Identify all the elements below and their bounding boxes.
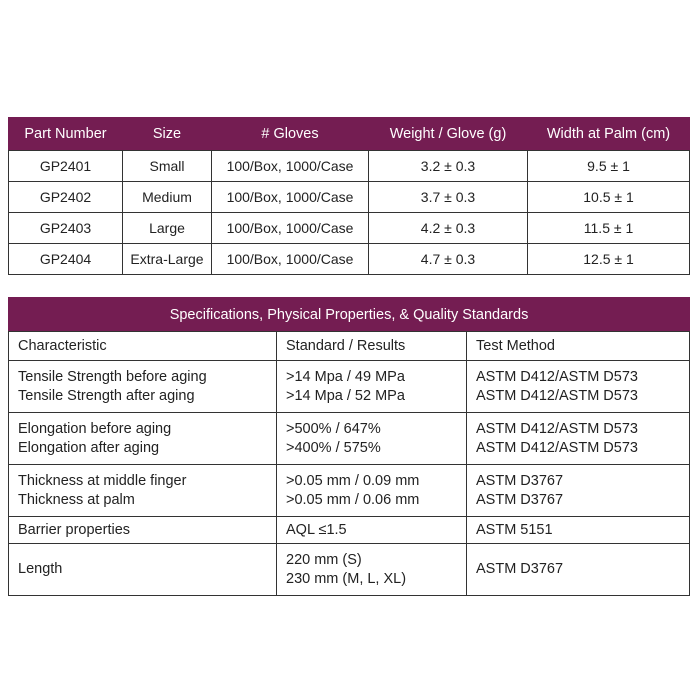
spec-cell: >14 Mpa / 49 MPa >14 Mpa / 52 MPa (276, 360, 467, 413)
table-cell: 4.2 ± 0.3 (368, 212, 528, 244)
table-cell: GP2401 (8, 150, 123, 182)
spec-line: ASTM D3767 (476, 491, 564, 508)
spec-line: ASTM D412/ASTM D573 (476, 439, 638, 456)
spec-line: ASTM D412/ASTM D573 (476, 420, 638, 437)
table-cell: Extra-Large (122, 243, 212, 275)
spec-line: >0.05 mm / 0.09 mm (286, 472, 420, 489)
spec-cell: Barrier properties (8, 516, 277, 544)
table-cell: Large (122, 212, 212, 244)
col-test-method: Test Method (465, 331, 691, 361)
spec-line: Tensile Strength before aging (18, 368, 207, 385)
spec-line: >14 Mpa / 49 MPa (286, 368, 405, 385)
spec-title: Specifications, Physical Properties, & Q… (7, 297, 691, 332)
spec-line: ASTM D3767 (476, 561, 564, 577)
table-cell: 12.5 ± 1 (527, 243, 690, 275)
col-characteristic: Characteristic (8, 331, 277, 361)
spec-line: >14 Mpa / 52 MPa (286, 387, 405, 404)
spec-line: 230 mm (M, L, XL) (286, 570, 407, 587)
spec-line: ASTM D412/ASTM D573 (476, 368, 638, 385)
table-cell: 3.7 ± 0.3 (368, 181, 528, 213)
spec-line: Barrier properties (18, 521, 131, 538)
spec-row: Tensile Strength before aging Tensile Str… (8, 360, 691, 413)
col-size: Size (122, 117, 212, 151)
table-cell: 11.5 ± 1 (527, 212, 690, 244)
spec-cell: Elongation before aging Elongation after … (8, 412, 277, 465)
spec-cell: ASTM D3767 (465, 543, 691, 596)
table-cell: 3.2 ± 0.3 (368, 150, 528, 182)
col-width: Width at Palm (cm) (527, 117, 690, 151)
table-row: GP2401 Small 100/Box, 1000/Case 3.2 ± 0.3 9.… (8, 150, 690, 182)
table-cell: GP2403 (8, 212, 123, 244)
spec-cell: 220 mm (S) 230 mm (M, L, XL) (276, 543, 467, 596)
spec-line: >400% / 575% (286, 439, 381, 456)
subheader-row: Characteristic Standard / Results Test M… (8, 331, 691, 361)
header-row: Part Number Size # Gloves Weight / Glove… (8, 117, 690, 151)
spec-table: Specifications, Physical Properties, & Q… (7, 297, 691, 596)
spec-row: Barrier properties AQL ≤1.5 ASTM 5151 (8, 516, 691, 544)
table-cell: Small (122, 150, 212, 182)
spec-line: Elongation after aging (18, 439, 160, 456)
spec-line: 220 mm (S) (286, 551, 362, 568)
spec-row: Thickness at middle finger Thickness at p… (8, 464, 691, 517)
spec-line: ASTM 5151 (476, 521, 553, 538)
spec-row: Length 220 mm (S) 230 mm (M, L, XL) ASTM D3… (8, 543, 691, 596)
table-cell: GP2402 (8, 181, 123, 213)
table-cell: Medium (122, 181, 212, 213)
spec-cell: Tensile Strength before aging Tensile Str… (8, 360, 277, 413)
table-cell: 100/Box, 1000/Case (211, 150, 369, 182)
spec-row: Elongation before aging Elongation after … (8, 412, 691, 465)
spec-cell: Length (8, 543, 277, 596)
table-cell: GP2404 (8, 243, 123, 275)
table-row: GP2402 Medium 100/Box, 1000/Case 3.7 ± 0.3 1… (8, 181, 690, 213)
spec-line: >500% / 647% (286, 420, 381, 437)
table-cell: 9.5 ± 1 (527, 150, 690, 182)
col-part-number: Part Number (8, 117, 123, 151)
col-weight: Weight / Glove (g) (368, 117, 528, 151)
spec-line: >0.05 mm / 0.06 mm (286, 491, 420, 508)
product-table: Part Number Size # Gloves Weight / Glove… (8, 117, 690, 275)
table-row: GP2404 Extra-Large 100/Box, 1000/Case 4.7 ±… (8, 243, 690, 275)
table-row: GP2403 Large 100/Box, 1000/Case 4.2 ± 0.3 11… (8, 212, 690, 244)
col-gloves: # Gloves (211, 117, 369, 151)
spec-cell: AQL ≤1.5 (276, 516, 467, 544)
spec-cell: >0.05 mm / 0.09 mm >0.05 mm / 0.06 mm (276, 464, 467, 517)
table-cell: 100/Box, 1000/Case (211, 212, 369, 244)
table-cell: 4.7 ± 0.3 (368, 243, 528, 275)
spec-line: ASTM D3767 (476, 472, 564, 489)
spec-cell: ASTM D412/ASTM D573 ASTM D412/ASTM D573 (465, 360, 691, 413)
spec-line: AQL ≤1.5 (286, 521, 347, 538)
spec-line: Elongation before aging (18, 420, 172, 437)
table-cell: 100/Box, 1000/Case (211, 181, 369, 213)
spec-line: Length (18, 561, 63, 577)
spec-cell: Thickness at middle finger Thickness at p… (8, 464, 277, 517)
spec-cell: ASTM D412/ASTM D573 ASTM D412/ASTM D573 (465, 412, 691, 465)
col-standard: Standard / Results (276, 331, 467, 361)
spec-line: Thickness at middle finger (18, 472, 187, 489)
spec-cell: >500% / 647% >400% / 575% (276, 412, 467, 465)
spec-line: ASTM D412/ASTM D573 (476, 387, 638, 404)
table-cell: 10.5 ± 1 (527, 181, 690, 213)
spec-line: Tensile Strength after aging (18, 387, 195, 404)
spec-cell: ASTM 5151 (465, 516, 691, 544)
table-cell: 100/Box, 1000/Case (211, 243, 369, 275)
spec-line: Thickness at palm (18, 491, 135, 508)
spec-cell: ASTM D3767 ASTM D3767 (465, 464, 691, 517)
